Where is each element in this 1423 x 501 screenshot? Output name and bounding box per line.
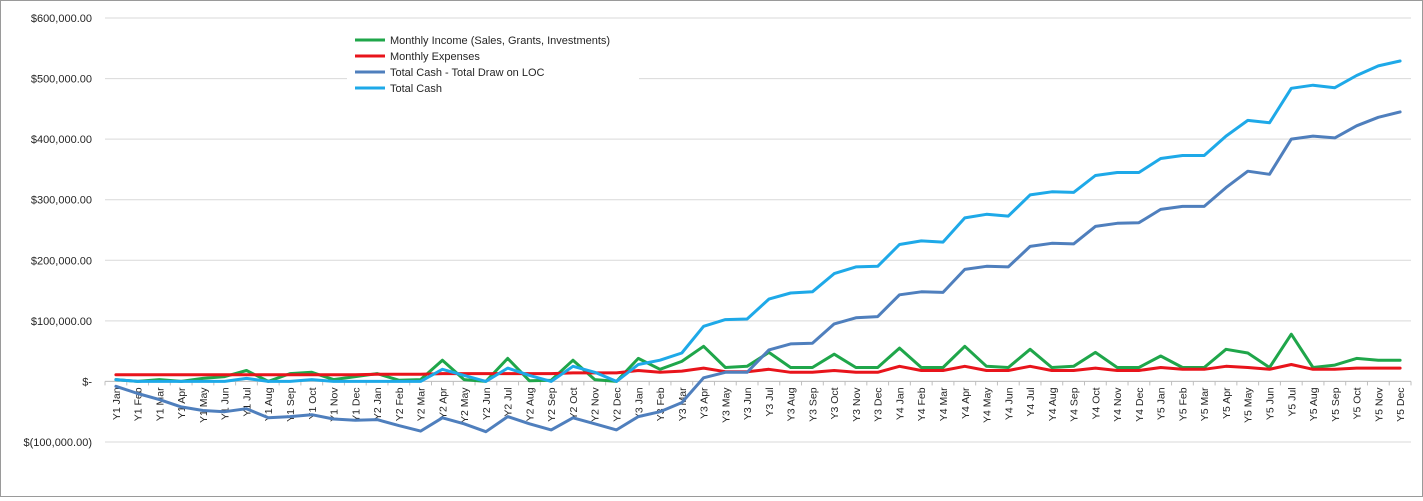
x-tick-label: Y3 Feb bbox=[655, 387, 667, 421]
x-tick-label: Y5 Mar bbox=[1199, 387, 1211, 421]
x-tick-label: Y5 May bbox=[1243, 387, 1255, 423]
legend-background bbox=[347, 30, 639, 98]
x-tick-label: Y4 Dec bbox=[1134, 387, 1146, 421]
x-tick-label: Y3 Aug bbox=[786, 387, 798, 421]
x-tick-label: Y5 Feb bbox=[1177, 387, 1189, 421]
x-tick-label: Y4 Oct bbox=[1090, 387, 1102, 419]
x-tick-label: Y1 May bbox=[198, 387, 210, 423]
series-line bbox=[114, 110, 1402, 434]
series-line bbox=[114, 59, 1402, 383]
x-tick-label: Y3 Nov bbox=[851, 387, 863, 422]
x-tick-label: Y5 Aug bbox=[1308, 387, 1320, 421]
x-tick-label: Y1 Apr bbox=[176, 387, 188, 419]
x-tick-label: Y1 Sep bbox=[285, 387, 297, 422]
legend-label: Total Cash - Total Draw on LOC bbox=[390, 67, 545, 79]
x-tick-label: Y4 Jan bbox=[894, 387, 906, 420]
x-tick-label: Y4 Jul bbox=[1025, 387, 1037, 416]
x-tick-label: Y3 Sep bbox=[807, 387, 819, 422]
y-tick-label: $200,000.00 bbox=[31, 255, 92, 267]
x-tick-label: Y1 Jun bbox=[220, 387, 232, 420]
x-tick-label: Y2 Jan bbox=[372, 387, 384, 420]
legend: Monthly Income (Sales, Grants, Investmen… bbox=[347, 30, 639, 98]
x-tick-label: Y2 Nov bbox=[590, 387, 602, 422]
x-tick-label: Y1 Mar bbox=[154, 387, 166, 421]
x-tick-label: Y5 Jul bbox=[1286, 387, 1298, 416]
x-tick-label: Y3 Mar bbox=[677, 387, 689, 421]
x-tick-label: Y5 Apr bbox=[1221, 387, 1233, 419]
x-tick-label: Y3 Dec bbox=[873, 387, 885, 421]
x-axis-tick-labels: Y1 Jan Y1 Feb Y1 Mar Y1 Apr Y1 May Y1 Jun Y1 J… bbox=[111, 387, 1407, 423]
x-tick-label: Y1 Nov bbox=[329, 387, 341, 422]
x-tick-label: Y4 Aug bbox=[1047, 387, 1059, 421]
x-tick-label: Y5 Sep bbox=[1330, 387, 1342, 422]
x-tick-label: Y2 Jul bbox=[503, 387, 515, 416]
x-tick-label: Y2 Dec bbox=[612, 387, 624, 421]
x-tick-label: Y3 Jan bbox=[633, 387, 645, 420]
x-tick-label: Y3 May bbox=[720, 387, 732, 423]
x-axis bbox=[104, 380, 1412, 386]
x-tick-label: Y3 Jul bbox=[764, 387, 776, 416]
x-tick-label: Y3 Jun bbox=[742, 387, 754, 420]
x-tick-label: Y1 Aug bbox=[263, 387, 275, 421]
x-tick-label: Y4 May bbox=[982, 387, 994, 423]
series-lines bbox=[114, 59, 1402, 434]
x-tick-label: Y2 Sep bbox=[546, 387, 558, 422]
y-tick-label: $500,000.00 bbox=[31, 74, 92, 86]
x-tick-label: Y2 Mar bbox=[416, 387, 428, 421]
x-tick-label: Y4 Mar bbox=[938, 387, 950, 421]
y-tick-label: $100,000.00 bbox=[31, 316, 92, 328]
x-tick-label: Y4 Jun bbox=[1003, 387, 1015, 420]
x-tick-label: Y5 Jan bbox=[1156, 387, 1168, 420]
x-tick-label: Y2 Oct bbox=[568, 387, 580, 419]
x-tick-label: Y1 Dec bbox=[350, 387, 362, 421]
x-tick-label: Y2 Jun bbox=[481, 387, 493, 420]
x-tick-label: Y1 Oct bbox=[307, 387, 319, 419]
x-tick-label: Y3 Apr bbox=[699, 387, 711, 419]
legend-label: Monthly Expenses bbox=[390, 51, 480, 63]
gridlines bbox=[105, 17, 1411, 443]
y-tick-label: $(100,000.00) bbox=[24, 437, 93, 449]
x-tick-label: Y3 Oct bbox=[829, 387, 841, 419]
x-tick-label: Y2 Apr bbox=[437, 387, 449, 419]
x-tick-label: Y4 Sep bbox=[1069, 387, 1081, 422]
legend-label: Monthly Income (Sales, Grants, Investmen… bbox=[390, 35, 610, 47]
x-tick-label: Y2 May bbox=[459, 387, 471, 423]
series-line bbox=[114, 363, 1402, 377]
x-tick-label: Y4 Feb bbox=[916, 387, 928, 421]
y-tick-label: $400,000.00 bbox=[31, 134, 92, 146]
x-tick-label: Y5 Jun bbox=[1265, 387, 1277, 420]
x-tick-label: Y4 Nov bbox=[1112, 387, 1124, 422]
legend-label: Total Cash bbox=[390, 83, 442, 95]
x-tick-label: Y5 Dec bbox=[1395, 387, 1407, 421]
x-tick-label: Y1 Jan bbox=[111, 387, 123, 420]
y-tick-label: $- bbox=[82, 376, 92, 388]
x-tick-label: Y5 Nov bbox=[1373, 387, 1385, 422]
x-tick-label: Y4 Apr bbox=[960, 387, 972, 419]
y-tick-label: $300,000.00 bbox=[31, 195, 92, 207]
x-tick-label: Y5 Oct bbox=[1352, 387, 1364, 419]
x-tick-label: Y2 Aug bbox=[524, 387, 536, 421]
y-tick-label: $600,000.00 bbox=[31, 13, 92, 25]
x-tick-label: Y2 Feb bbox=[394, 387, 406, 421]
y-axis-tick-labels: $600,000.00 $500,000.00 $400,000.00 $300,00… bbox=[24, 13, 93, 449]
